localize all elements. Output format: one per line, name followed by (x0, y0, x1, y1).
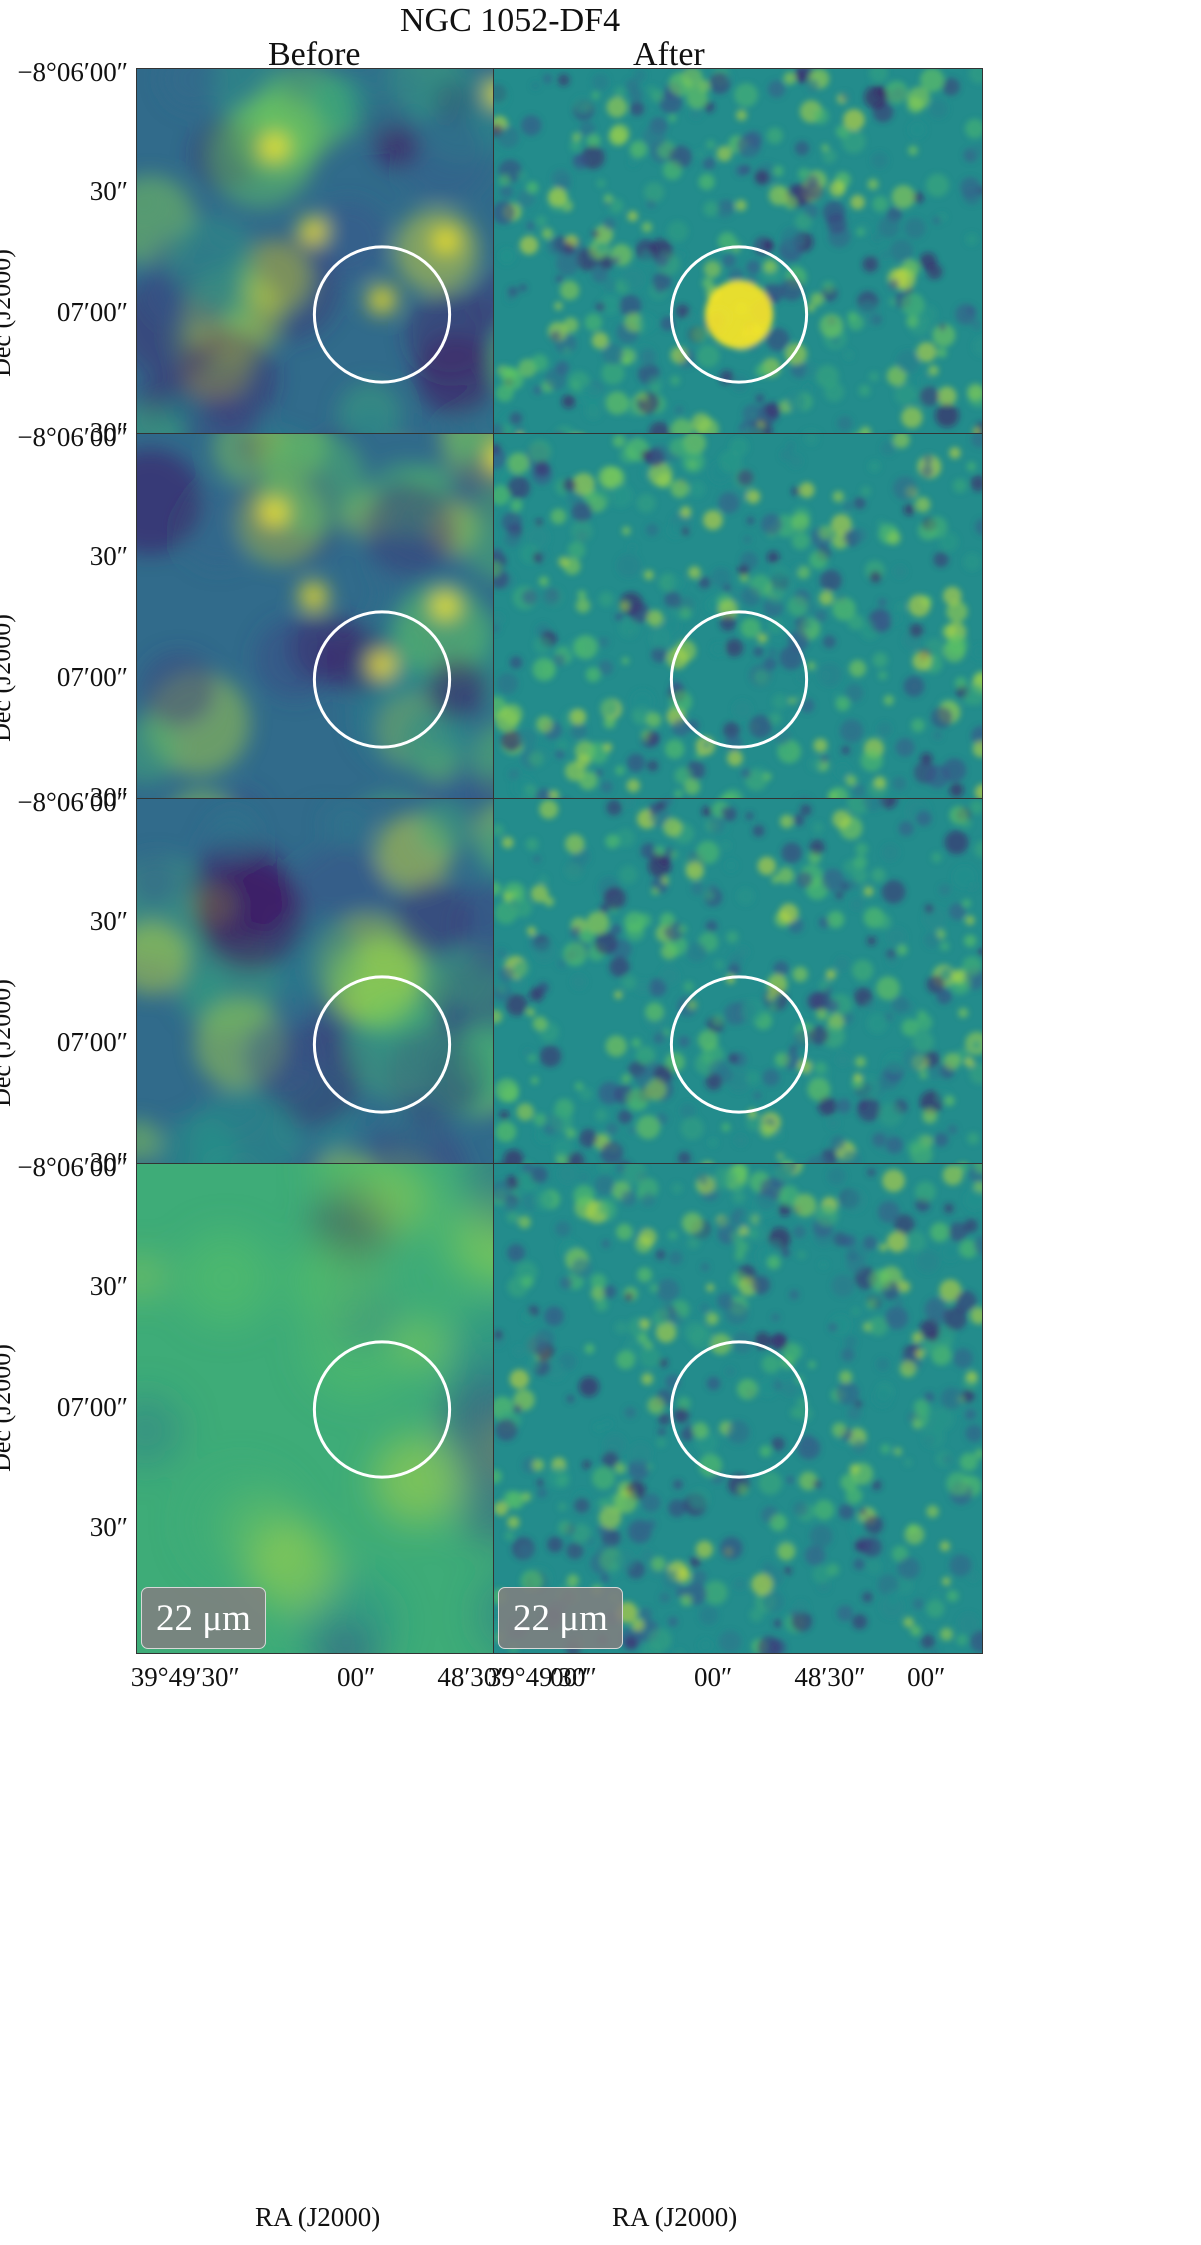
y-tick-label: 07′00″ (56, 661, 128, 692)
y-tick-label: −8°06′00″ (17, 1151, 128, 1182)
x-tick-label: 00″ (693, 1662, 733, 1692)
x-axis-label-after: RA (J2000) (612, 2202, 738, 2232)
x-tick-label: 48′30″ (794, 1662, 866, 1692)
aperture-circle (669, 1340, 809, 1479)
y-tick-label: 30″ (89, 176, 128, 207)
x-tick-label: 00″ (907, 1662, 946, 1692)
aperture-circle (312, 1340, 452, 1479)
aperture-circle (312, 245, 452, 384)
y-tick-label: 30″ (89, 906, 128, 937)
y-tick-label: 30″ (89, 541, 128, 572)
y-tick-label: 07′00″ (56, 1026, 128, 1057)
x-tick-label: 00″ (336, 1662, 376, 1692)
column-title-before: Before (268, 36, 361, 73)
y-tick-label: 30″ (89, 1511, 128, 1542)
aperture-circle (669, 245, 809, 384)
figure-title: NGC 1052-DF4 (400, 2, 621, 39)
y-axis-label: Dec (J2000) (0, 248, 16, 377)
y-tick-label: 07′00″ (56, 296, 128, 327)
x-tick-label: 48′30″ (437, 1662, 509, 1692)
x-tick-label: 39°49′30″ (130, 1662, 240, 1692)
y-tick-label: 30″ (89, 1271, 128, 1302)
noise-texture (137, 434, 625, 923)
sky-image (494, 1164, 982, 1653)
y-tick-label: −8°06′00″ (17, 421, 128, 452)
y-tick-label: 07′00″ (56, 1391, 128, 1422)
aperture-circle (312, 610, 452, 749)
y-tick-label: 30″ (89, 416, 128, 447)
y-axis-label: Dec (J2000) (0, 978, 16, 1107)
y-tick-label: 30″ (89, 1146, 128, 1177)
x-tick-label: 39°49′30″ (487, 1662, 597, 1692)
image-panel-after-row-4: 22 μm (493, 1163, 983, 1654)
aperture-circle (312, 975, 452, 1114)
x-tick-label: 00″ (550, 1662, 589, 1692)
y-axis-label: Dec (J2000) (0, 613, 16, 742)
x-axis-label-before: RA (J2000) (255, 2202, 381, 2232)
band-label: 22 μm (498, 1587, 623, 1649)
y-axis-label: Dec (J2000) (0, 1343, 16, 1472)
aperture-circle (669, 610, 809, 749)
band-label: 22 μm (141, 1587, 266, 1649)
y-tick-label: −8°06′00″ (17, 786, 128, 817)
column-title-after: After (633, 36, 705, 73)
noise-texture (494, 1164, 982, 1653)
y-tick-label: −8°06′00″ (17, 56, 128, 87)
y-tick-label: 30″ (89, 781, 128, 812)
aperture-circle (669, 975, 809, 1114)
